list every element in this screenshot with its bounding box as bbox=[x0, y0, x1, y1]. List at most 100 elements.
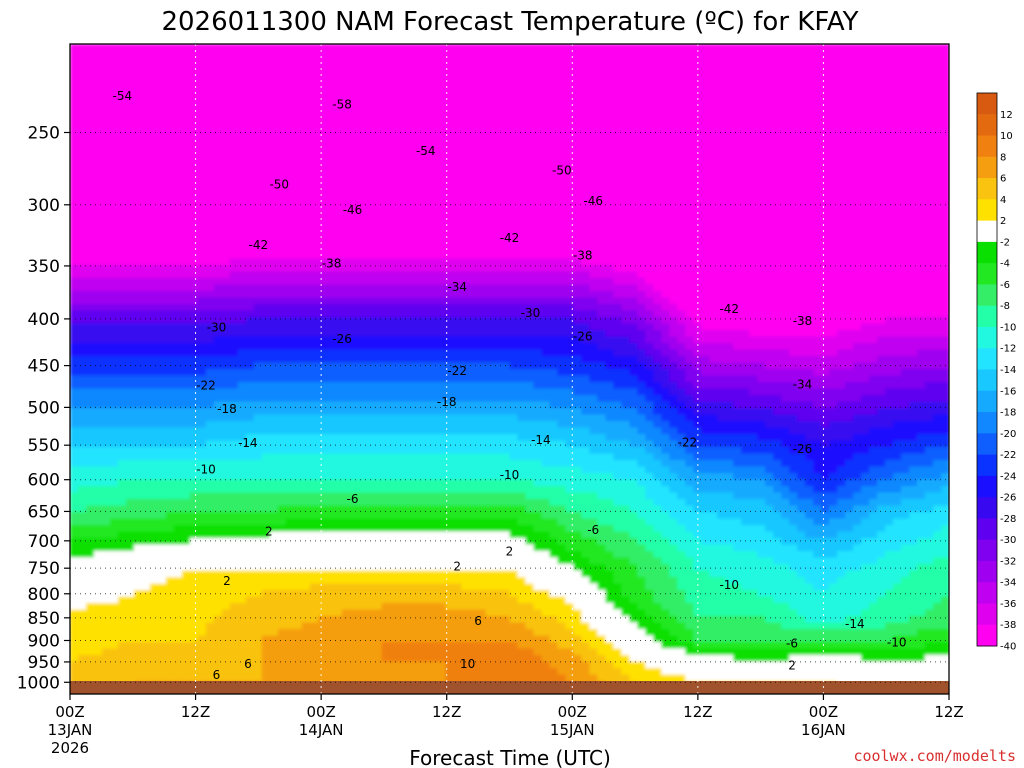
field-cell bbox=[141, 661, 151, 669]
field-cell bbox=[70, 466, 79, 474]
field-cell bbox=[157, 96, 167, 104]
field-cell bbox=[461, 421, 471, 429]
field-cell bbox=[405, 525, 415, 533]
field-cell bbox=[285, 596, 295, 604]
field-cell bbox=[197, 206, 207, 214]
field-cell bbox=[173, 473, 183, 481]
field-cell bbox=[213, 661, 223, 669]
field-cell bbox=[365, 213, 375, 221]
field-cell bbox=[197, 401, 207, 409]
field-cell bbox=[109, 401, 119, 409]
field-cell bbox=[125, 330, 135, 338]
field-cell bbox=[429, 596, 439, 604]
field-cell bbox=[213, 271, 223, 279]
field-cell bbox=[437, 609, 447, 617]
field-cell bbox=[325, 655, 335, 663]
field-cell bbox=[421, 304, 431, 312]
field-cell bbox=[77, 187, 87, 195]
field-cell bbox=[213, 531, 223, 539]
field-cell bbox=[205, 434, 215, 442]
field-cell bbox=[77, 232, 87, 240]
field-cell bbox=[205, 538, 215, 546]
field-cell bbox=[197, 668, 207, 676]
field-cell bbox=[173, 154, 183, 162]
field-cell bbox=[277, 50, 287, 58]
field-cell bbox=[461, 603, 471, 611]
field-cell bbox=[197, 343, 207, 351]
field-cell bbox=[205, 616, 215, 624]
field-cell bbox=[461, 369, 471, 377]
field-cell bbox=[245, 148, 255, 156]
field-cell bbox=[389, 297, 399, 305]
field-cell bbox=[101, 603, 111, 611]
field-cell bbox=[357, 661, 367, 669]
field-cell bbox=[189, 226, 199, 234]
field-cell bbox=[133, 96, 143, 104]
field-cell bbox=[149, 161, 159, 169]
field-cell bbox=[429, 629, 439, 637]
field-cell bbox=[365, 655, 375, 663]
field-cell bbox=[213, 375, 223, 383]
field-cell bbox=[133, 187, 143, 195]
field-cell bbox=[461, 161, 471, 169]
field-cell bbox=[341, 128, 351, 136]
field-cell bbox=[93, 206, 103, 214]
field-cell bbox=[381, 291, 391, 299]
field-cell bbox=[445, 453, 455, 461]
field-cell bbox=[70, 148, 79, 156]
field-cell bbox=[165, 265, 175, 273]
field-cell bbox=[77, 382, 87, 390]
field-cell bbox=[381, 226, 391, 234]
field-cell bbox=[237, 460, 247, 468]
field-cell bbox=[70, 577, 79, 585]
field-cell bbox=[301, 518, 311, 526]
field-cell bbox=[221, 109, 231, 117]
field-cell bbox=[205, 440, 215, 448]
field-cell bbox=[333, 629, 343, 637]
field-cell bbox=[261, 232, 271, 240]
field-cell bbox=[301, 167, 311, 175]
field-cell bbox=[109, 349, 119, 357]
field-cell bbox=[397, 63, 407, 71]
field-cell bbox=[70, 440, 79, 448]
field-cell bbox=[189, 460, 199, 468]
field-cell bbox=[157, 304, 167, 312]
field-cell bbox=[397, 603, 407, 611]
field-cell bbox=[77, 395, 87, 403]
field-cell bbox=[373, 115, 383, 123]
field-cell bbox=[125, 323, 135, 331]
field-cell bbox=[421, 174, 431, 182]
field-cell bbox=[205, 674, 215, 682]
field-cell bbox=[277, 161, 287, 169]
field-cell bbox=[133, 382, 143, 390]
field-cell bbox=[397, 245, 407, 253]
field-cell bbox=[133, 577, 143, 585]
field-cell bbox=[349, 440, 359, 448]
field-cell bbox=[277, 109, 287, 117]
field-cell bbox=[405, 440, 415, 448]
field-cell bbox=[253, 564, 263, 572]
field-cell bbox=[461, 460, 471, 468]
field-cell bbox=[317, 297, 327, 305]
field-cell bbox=[405, 551, 415, 559]
field-cell bbox=[429, 453, 439, 461]
field-cell bbox=[397, 76, 407, 84]
field-cell bbox=[429, 278, 439, 286]
field-cell bbox=[133, 434, 143, 442]
field-cell bbox=[133, 518, 143, 526]
field-cell bbox=[269, 102, 279, 110]
field-cell bbox=[285, 219, 295, 227]
field-cell bbox=[365, 76, 375, 84]
field-cell bbox=[133, 499, 143, 507]
field-cell bbox=[373, 362, 383, 370]
field-cell bbox=[133, 278, 143, 286]
field-cell bbox=[245, 187, 255, 195]
field-cell bbox=[293, 193, 303, 201]
field-cell bbox=[349, 492, 359, 500]
field-cell bbox=[70, 297, 79, 305]
field-cell bbox=[381, 382, 391, 390]
field-cell bbox=[365, 135, 375, 143]
field-cell bbox=[157, 239, 167, 247]
field-cell bbox=[285, 434, 295, 442]
field-cell bbox=[70, 343, 79, 351]
